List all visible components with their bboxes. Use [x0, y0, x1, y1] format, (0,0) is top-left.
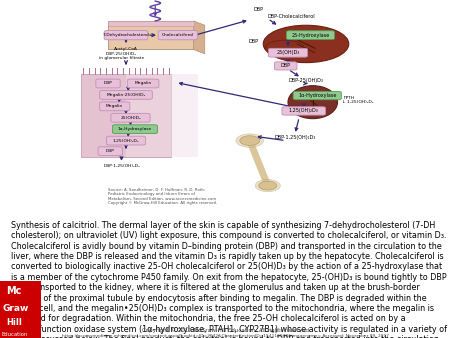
FancyBboxPatch shape: [107, 136, 146, 145]
FancyBboxPatch shape: [282, 107, 325, 115]
Text: Cholecalciferol: Cholecalciferol: [162, 33, 194, 37]
FancyBboxPatch shape: [98, 147, 122, 155]
FancyBboxPatch shape: [111, 113, 150, 122]
Ellipse shape: [288, 86, 338, 119]
FancyBboxPatch shape: [100, 91, 152, 99]
Text: DBP-25(OH)D₃
in glomerular filtrate: DBP-25(OH)D₃ in glomerular filtrate: [99, 52, 144, 61]
Text: DBP: DBP: [254, 7, 264, 13]
Text: 25(OH)D₃: 25(OH)D₃: [120, 116, 141, 120]
FancyBboxPatch shape: [108, 21, 194, 49]
FancyBboxPatch shape: [127, 79, 159, 88]
Text: 1α-Hydroxylase: 1α-Hydroxylase: [298, 93, 337, 98]
Text: Source: A. Sondheimer, D. F. Huffman, R. D. Roth:
Pediatric Endocrinology and In: Source: A. Sondheimer, D. F. Huffman, R.…: [108, 188, 217, 206]
Text: Acetyl-CoA: Acetyl-CoA: [114, 47, 138, 51]
Text: Hill: Hill: [6, 318, 22, 327]
Text: Mc: Mc: [6, 286, 21, 296]
Text: Copyright © 2017 McGraw-Hill Education. All rights reserved: Copyright © 2017 McGraw-Hill Education. …: [141, 328, 309, 333]
Text: 1,25(OH)₂D₃: 1,25(OH)₂D₃: [113, 139, 139, 143]
FancyBboxPatch shape: [293, 91, 341, 100]
Circle shape: [255, 179, 280, 192]
Text: Graw: Graw: [2, 304, 29, 313]
Text: DBP: DBP: [104, 81, 112, 86]
FancyBboxPatch shape: [112, 125, 158, 134]
FancyBboxPatch shape: [96, 79, 120, 88]
Text: DBP: DBP: [281, 64, 291, 68]
Text: 25-Hydroxylase: 25-Hydroxylase: [292, 33, 329, 38]
FancyBboxPatch shape: [274, 62, 297, 70]
Text: Education: Education: [1, 332, 27, 337]
FancyBboxPatch shape: [108, 21, 194, 26]
FancyBboxPatch shape: [268, 48, 308, 57]
Text: ↑PTH
↓ 1,25(OH)₂D₃: ↑PTH ↓ 1,25(OH)₂D₃: [342, 96, 374, 104]
Text: https://accessmedicine.mhmedical.com/content.aspx?bookid=ID=2042&ChapterSectionI: https://accessmedicine.mhmedical.com/con…: [62, 334, 388, 338]
Ellipse shape: [263, 25, 349, 63]
Text: 1,25(OH)₂D₃: 1,25(OH)₂D₃: [289, 108, 319, 114]
Circle shape: [259, 181, 277, 190]
Ellipse shape: [266, 40, 304, 55]
FancyBboxPatch shape: [100, 102, 130, 111]
FancyBboxPatch shape: [126, 74, 198, 157]
Text: DBP·1,25(OH)₂D₃: DBP·1,25(OH)₂D₃: [103, 164, 140, 168]
Text: 1α-Hydroxylase: 1α-Hydroxylase: [118, 127, 152, 131]
Polygon shape: [194, 21, 205, 54]
FancyBboxPatch shape: [0, 281, 40, 338]
Text: 7-Dehydrocholesterol: 7-Dehydrocholesterol: [103, 33, 149, 37]
Text: Megalin: Megalin: [135, 81, 152, 86]
FancyBboxPatch shape: [158, 30, 197, 40]
Text: Megalin: Megalin: [106, 104, 123, 108]
Text: 25(OH)D₃: 25(OH)D₃: [276, 50, 300, 55]
FancyBboxPatch shape: [81, 74, 171, 157]
Text: DBP: DBP: [249, 39, 259, 44]
FancyBboxPatch shape: [287, 31, 335, 40]
Circle shape: [240, 136, 260, 145]
Text: DBP·1,25(OH)₂D₃: DBP·1,25(OH)₂D₃: [274, 135, 315, 140]
Text: Megalin·25(OH)D₃: Megalin·25(OH)D₃: [106, 93, 146, 97]
Text: DBP-Cholecalciferol: DBP-Cholecalciferol: [268, 14, 315, 19]
FancyBboxPatch shape: [104, 30, 148, 40]
Circle shape: [236, 134, 264, 147]
Text: DBP-25(OH)D₃: DBP-25(OH)D₃: [288, 78, 324, 83]
Text: Synthesis of calcitriol. The dermal layer of the skin is capable of synthesizing: Synthesis of calcitriol. The dermal laye…: [11, 221, 447, 338]
Text: DBP: DBP: [106, 149, 115, 153]
